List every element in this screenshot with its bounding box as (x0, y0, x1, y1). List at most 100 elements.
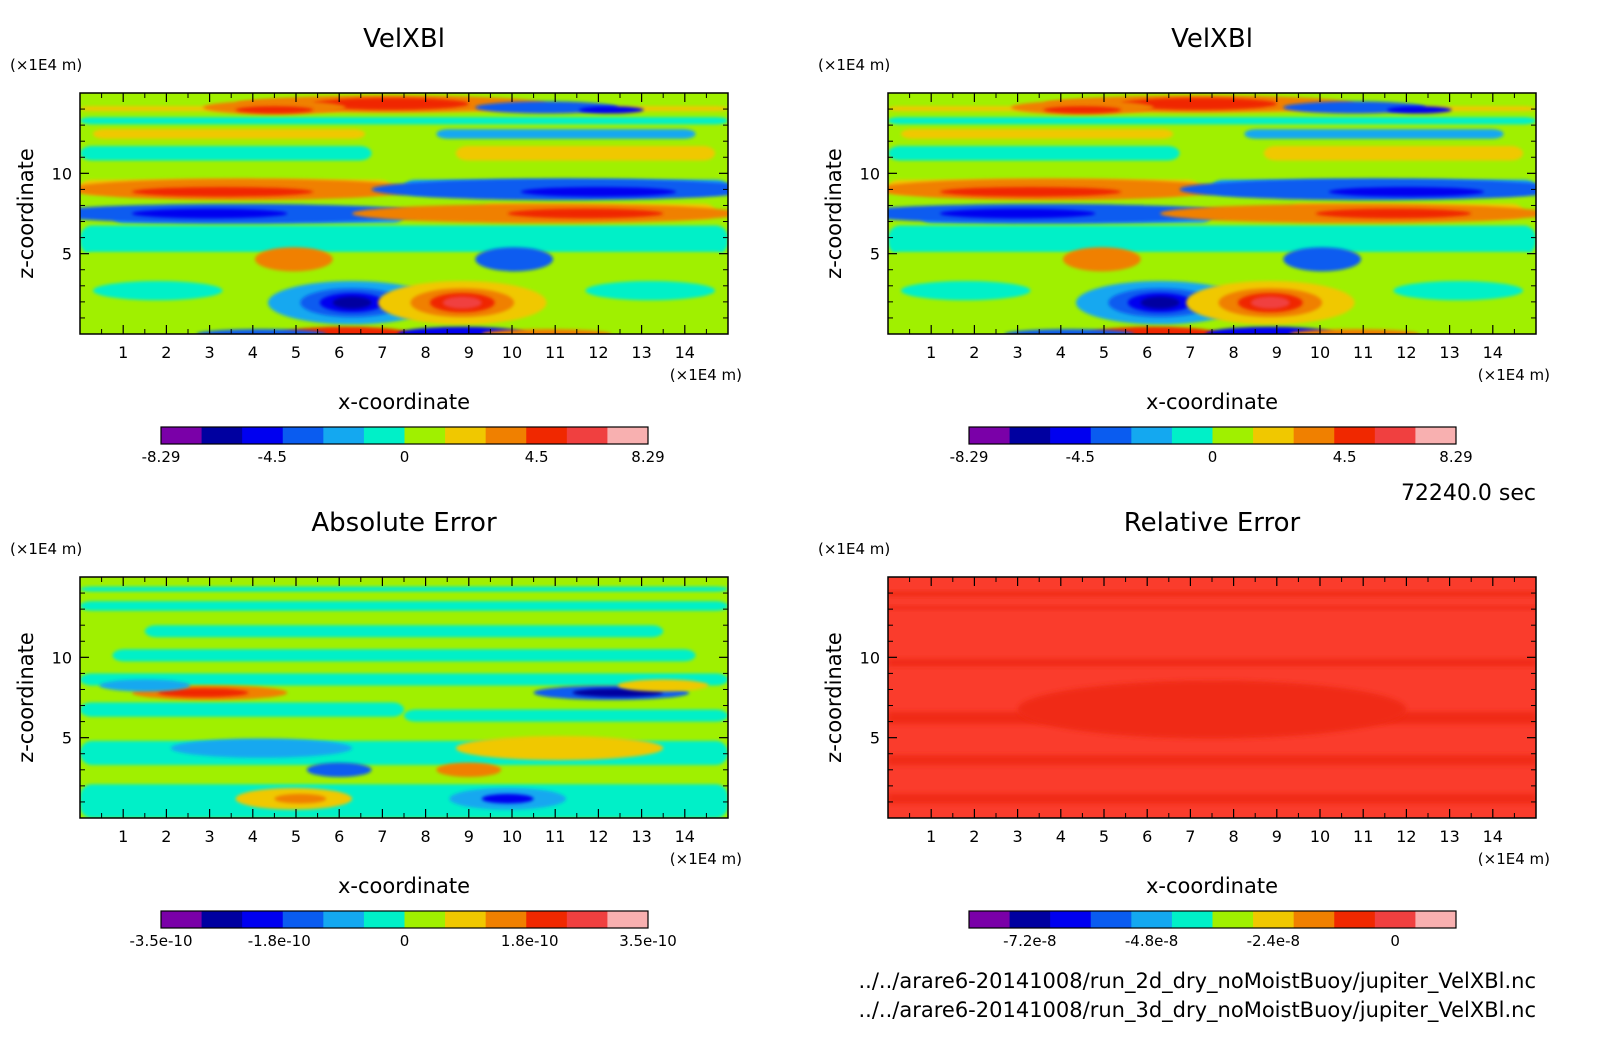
colorbar-label: -2.4e-8 (1247, 932, 1300, 950)
x-tick-label: 12 (1396, 343, 1416, 362)
field-blob (1393, 280, 1524, 301)
chart-panel-2: VelXBl(×1E4 m)1 2 3 4 5 6 7 8 9 10 11 12 13 14510(×1E… (818, 24, 1550, 466)
field-band (80, 784, 728, 818)
colorbar-swatch (1415, 427, 1457, 444)
field-blob (1250, 296, 1290, 309)
x-tick-label: 1 (118, 343, 128, 362)
field-band (888, 605, 1536, 610)
field-blob (1140, 296, 1180, 309)
field-blob (254, 247, 333, 272)
colorbar-swatch (201, 911, 243, 928)
contour-field (888, 577, 1536, 818)
x-tick-label: 8 (421, 343, 431, 362)
x-tick-label: 8 (421, 827, 431, 846)
x-tick-label: 12 (588, 827, 608, 846)
field-band (888, 658, 1536, 667)
field-blob (306, 762, 372, 778)
x-tick-label: 7 (1185, 827, 1195, 846)
colorbar-swatch (1374, 911, 1416, 928)
colorbar-swatch (1253, 911, 1295, 928)
colorbar: -7.2e-8 -4.8e-8 -2.4e-8 0 (968, 910, 1457, 950)
x-axis-label: x-coordinate (1146, 390, 1278, 414)
field-band (436, 129, 696, 139)
colorbar-swatch (1253, 427, 1295, 444)
colorbar-label: -7.2e-8 (1003, 932, 1056, 950)
colorbar-swatch (1374, 427, 1416, 444)
colorbar-label: 1.8e-10 (501, 932, 559, 950)
x-axis-unit: (×1E4 m) (1478, 850, 1550, 868)
colorbar-label: -4.5 (1066, 448, 1095, 466)
y-tick-label: 5 (62, 729, 72, 748)
x-tick-label: 6 (1142, 343, 1152, 362)
field-blob (475, 247, 554, 272)
y-tick-label: 10 (52, 164, 72, 183)
colorbar-swatch (1212, 427, 1254, 444)
x-tick-label: 10 (1310, 343, 1330, 362)
colorbar-swatch (526, 427, 568, 444)
field-blob (196, 329, 327, 334)
x-axis-label: x-coordinate (338, 390, 470, 414)
colorbar-label: 0 (1390, 932, 1400, 950)
field-blob (1004, 329, 1135, 334)
field-band (888, 117, 1536, 125)
colorbar-swatch (566, 911, 608, 928)
contour-field (888, 93, 1536, 334)
x-tick-label: 7 (377, 343, 387, 362)
colorbar-swatch (323, 427, 365, 444)
x-axis-unit: (×1E4 m) (670, 366, 742, 384)
colorbar-label: 0 (400, 448, 410, 466)
colorbar-swatch (526, 911, 568, 928)
x-axis-label: x-coordinate (1146, 874, 1278, 898)
field-band (80, 252, 728, 284)
field-band (80, 586, 728, 592)
colorbar-swatch (445, 911, 487, 928)
field-band (92, 129, 366, 139)
x-tick-label: 10 (1310, 827, 1330, 846)
x-tick-label: 10 (502, 827, 522, 846)
y-axis-label: z-coordinate (822, 632, 846, 763)
field-band (80, 117, 728, 125)
field-blob (900, 280, 1031, 301)
y-axis-unit: (×1E4 m) (818, 540, 890, 558)
colorbar-swatch (607, 911, 649, 928)
x-tick-label: 2 (969, 827, 979, 846)
field-blob (455, 736, 664, 761)
colorbar-swatch (566, 427, 608, 444)
x-tick-label: 13 (631, 343, 651, 362)
x-axis-label: x-coordinate (338, 874, 470, 898)
x-tick-label: 1 (926, 343, 936, 362)
field-blob (235, 106, 314, 114)
colorbar-swatch (485, 427, 527, 444)
colorbar-label: -8.29 (950, 448, 989, 466)
colorbar-swatch (445, 427, 487, 444)
colorbar-swatch (1293, 911, 1335, 928)
field-band (888, 252, 1536, 284)
x-tick-label: 4 (1056, 827, 1066, 846)
colorbar-swatch (363, 911, 405, 928)
colorbar-label: 3.5e-10 (619, 932, 677, 950)
file-path-1: ../../arare6-20141008/run_2d_dry_noMoist… (859, 969, 1537, 994)
field-band (888, 591, 1536, 597)
colorbar-swatch (282, 911, 324, 928)
contour-field (80, 93, 728, 334)
field-blob (1328, 186, 1485, 197)
field-blob (1017, 680, 1407, 739)
x-tick-label: 13 (631, 827, 651, 846)
x-tick-label: 3 (1013, 343, 1023, 362)
colorbar-swatch (1131, 911, 1173, 928)
colorbar-swatch (242, 427, 284, 444)
x-tick-label: 9 (1272, 827, 1282, 846)
field-blob (578, 106, 644, 114)
colorbar-swatch (323, 911, 365, 928)
x-tick-label: 13 (1439, 827, 1459, 846)
y-tick-label: 10 (52, 648, 72, 667)
x-tick-label: 12 (1396, 827, 1416, 846)
x-tick-label: 10 (502, 343, 522, 362)
field-blob (1386, 106, 1452, 114)
field-blob (1043, 106, 1122, 114)
colorbar-swatch (485, 911, 527, 928)
x-tick-label: 5 (1099, 827, 1109, 846)
field-band (888, 793, 1536, 804)
colorbar-swatch (1293, 427, 1335, 444)
x-tick-label: 3 (205, 827, 215, 846)
